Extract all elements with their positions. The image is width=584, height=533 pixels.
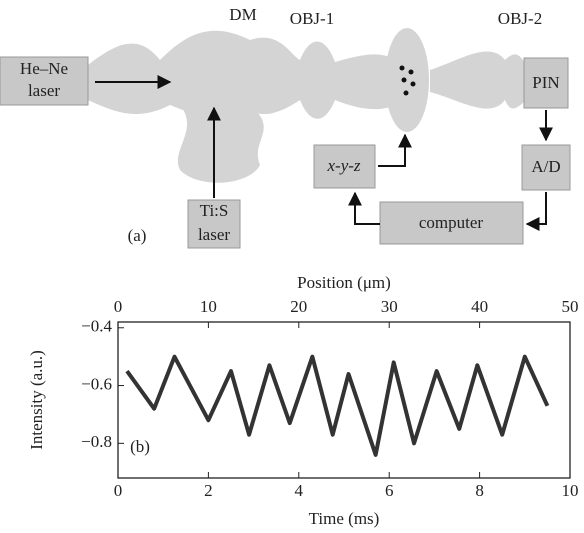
label: PIN bbox=[532, 73, 559, 92]
label: OBJ-1 bbox=[290, 9, 334, 28]
computer-box bbox=[379, 201, 524, 245]
particle bbox=[403, 90, 409, 96]
x2-tick-label: 10 bbox=[200, 297, 217, 316]
label: laser bbox=[198, 225, 230, 244]
particle bbox=[410, 81, 416, 87]
x-tick-label: 2 bbox=[204, 481, 213, 500]
data-line bbox=[125, 354, 550, 457]
x-tick-label: 10 bbox=[562, 481, 579, 500]
x2-tick-label: 20 bbox=[290, 297, 307, 316]
hene-box bbox=[0, 56, 89, 106]
beam bbox=[88, 30, 395, 119]
beam bbox=[430, 51, 524, 109]
tis-box bbox=[187, 199, 241, 249]
y-tick-label: −0.4 bbox=[81, 317, 112, 336]
label: laser bbox=[28, 81, 60, 100]
label: computer bbox=[419, 213, 484, 232]
x-tick-label: 8 bbox=[475, 481, 484, 500]
ad-box bbox=[521, 144, 571, 191]
label: OBJ-2 bbox=[498, 9, 542, 28]
label: x-y-z bbox=[326, 156, 360, 175]
xyz-box bbox=[313, 144, 376, 189]
x2-axis-title: Position (μm) bbox=[297, 273, 391, 292]
beam bbox=[177, 105, 264, 183]
x2-tick-label: 30 bbox=[381, 297, 398, 316]
x-tick-label: 6 bbox=[385, 481, 394, 500]
x2-tick-label: 40 bbox=[471, 297, 488, 316]
y-tick-label: −0.8 bbox=[81, 432, 112, 451]
plot-frame bbox=[117, 321, 571, 479]
label: He–Ne bbox=[20, 59, 68, 78]
y-tick-label: −0.6 bbox=[81, 374, 112, 393]
sample bbox=[385, 28, 429, 132]
x-tick-label: 4 bbox=[295, 481, 304, 500]
label: (a) bbox=[128, 226, 147, 245]
particle bbox=[408, 69, 414, 75]
particle bbox=[399, 65, 405, 71]
pin-box bbox=[523, 57, 569, 109]
panel-label: (b) bbox=[130, 437, 150, 456]
arrow bbox=[378, 133, 412, 167]
x-axis-title: Time (ms) bbox=[309, 509, 380, 528]
arrow bbox=[525, 192, 547, 231]
x2-tick-label: 0 bbox=[114, 297, 123, 316]
x2-tick-label: 50 bbox=[562, 297, 579, 316]
particle bbox=[401, 77, 407, 83]
label: Ti:S bbox=[200, 201, 229, 220]
arrow bbox=[348, 191, 380, 225]
x-tick-label: 0 bbox=[114, 481, 123, 500]
y-axis-title: Intensity (a.u.) bbox=[27, 350, 46, 450]
label: A/D bbox=[531, 157, 560, 176]
label: DM bbox=[229, 5, 256, 24]
